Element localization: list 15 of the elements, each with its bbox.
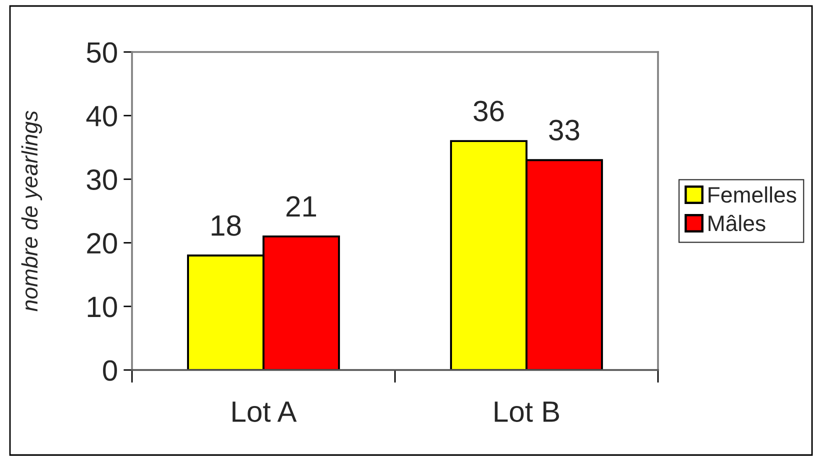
y-axis-title: nombre de yearlings (21, 110, 42, 312)
x-tick-label: Lot B (494, 402, 560, 422)
y-tick-label: 20 (87, 233, 117, 254)
y-tick-label: 50 (86, 42, 117, 63)
y-tick-label: 0 (103, 360, 117, 381)
y-tick-label: 10 (88, 296, 117, 318)
legend-label: Mâles (708, 214, 766, 232)
legend-label: Femelles (708, 186, 796, 203)
y-tick-label: 40 (86, 106, 117, 126)
data-label: 18 (212, 215, 241, 236)
data-label: 36 (474, 100, 504, 122)
data-label: 33 (549, 120, 580, 140)
data-label: 21 (286, 196, 316, 216)
x-tick-label: Lot A (232, 402, 297, 422)
y-tick-label: 30 (86, 169, 117, 190)
